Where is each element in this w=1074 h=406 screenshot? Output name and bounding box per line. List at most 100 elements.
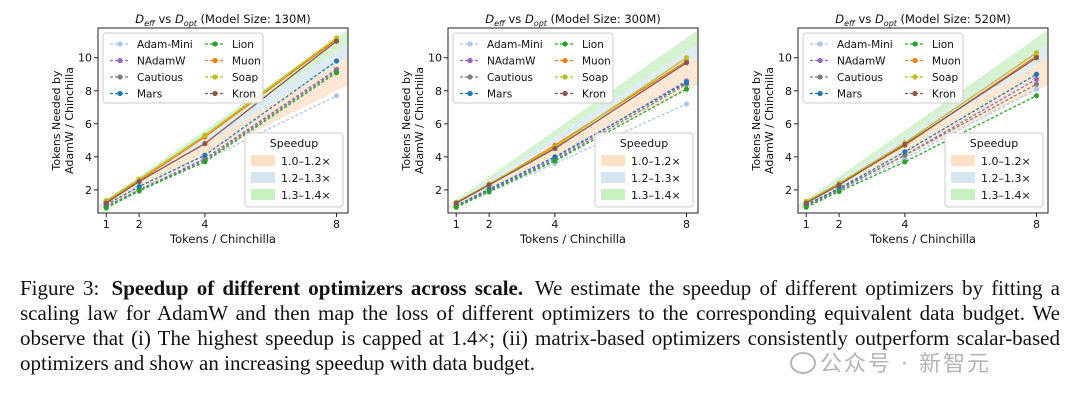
legend-marker-soap	[562, 74, 568, 80]
speedup-band-2	[448, 43, 698, 209]
legend-label-nadamw: NAdamW	[837, 56, 886, 68]
data-point-kron-1	[453, 200, 459, 206]
speedup-legend-swatch-3	[601, 189, 625, 200]
data-point-lion-4	[552, 158, 558, 164]
data-point-lion-8	[683, 86, 690, 92]
chart-panel-1: 1 2 4 8 2 4 6 8 10 Deff vs Dopt (Model Size: 130M…	[50, 12, 349, 246]
title-part: vs	[505, 12, 525, 26]
legend-label-mars: Mars	[137, 89, 162, 101]
legend-label-adam-mini: Adam-Mini	[837, 39, 893, 51]
series-line-muon	[105, 39, 337, 203]
series-legend: Adam-Mini NAdamW Cautious Mars Lion Muon Soap K…	[802, 32, 964, 104]
axes-frame	[97, 27, 349, 214]
y-axis-label: Tokens Needed byAdamW / Chinchilla	[50, 67, 76, 174]
data-point-adam-mini-8	[1033, 86, 1040, 92]
legend-marker-soap	[912, 74, 918, 80]
legend-label-cautious: Cautious	[487, 72, 533, 84]
legend-label-nadamw: NAdamW	[487, 56, 536, 68]
speedup-band-2	[798, 43, 1048, 209]
legend-label-mars: Mars	[837, 89, 862, 101]
watermark: 公众号 · 新智元	[790, 346, 991, 378]
data-point-kron-8	[1033, 55, 1040, 61]
caption-text: We estimate the speedup of different opt…	[20, 276, 1061, 375]
speedup-legend-title: Speedup	[620, 137, 668, 150]
speedup-legend-swatch-3	[251, 189, 275, 200]
y-tick-label: 2	[435, 184, 442, 197]
series-line-kron	[105, 40, 337, 204]
title-part: (Model Size: 300M)	[547, 12, 661, 26]
legend-marker-nadamw	[817, 57, 823, 64]
data-point-mars-4	[202, 152, 208, 158]
x-axis-label: Tokens / Chinchilla	[519, 232, 626, 246]
series-legend-box	[102, 32, 264, 104]
data-point-mars-8	[1033, 71, 1040, 77]
y-tick-label: 8	[435, 85, 442, 98]
data-point-kron-4	[552, 145, 558, 152]
title-part: opt	[184, 19, 198, 28]
speedup-legend-swatch-2	[601, 172, 625, 183]
title-part: opt	[884, 19, 898, 28]
chart-title: Deff vs Dopt (Model Size: 300M)	[485, 12, 660, 28]
legend-label-soap: Soap	[932, 72, 959, 84]
title-part: (Model Size: 520M)	[897, 12, 1011, 26]
y-tick-label: 10	[428, 52, 442, 65]
speedup-band-1	[98, 57, 348, 211]
legend-label-cautious: Cautious	[837, 72, 883, 84]
data-point-kron-8	[333, 38, 340, 44]
legend-label-soap: Soap	[232, 72, 259, 84]
y-axis-label: Tokens Needed byAdamW / Chinchilla	[750, 67, 776, 174]
x-tick-label: 2	[136, 218, 143, 231]
y-axis-label-line: Tokens Needed by	[50, 70, 63, 172]
speedup-legend-box	[244, 132, 344, 208]
data-point-kron-1	[803, 200, 809, 206]
legend-marker-mars	[467, 90, 473, 97]
data-point-lion-2	[136, 188, 142, 194]
x-tick-label: 2	[486, 218, 493, 231]
title-part: vs	[155, 12, 175, 26]
x-tick-label: 1	[103, 218, 110, 231]
y-tick-label: 8	[85, 85, 92, 98]
title-part: D	[135, 12, 144, 26]
data-point-adam-mini-8	[333, 93, 340, 99]
chart-panel-3: 1 2 4 8 2 4 6 8 10 Deff vs Dopt (Model Size: 520M…	[750, 12, 1049, 246]
legend-label-muon: Muon	[932, 56, 961, 68]
data-point-kron-2	[486, 182, 492, 188]
title-part: eff	[144, 19, 156, 28]
x-tick-label: 8	[1033, 218, 1040, 231]
legend-marker-soap	[212, 74, 218, 80]
legend-label-nadamw: NAdamW	[137, 56, 186, 68]
x-tick-label: 4	[901, 218, 908, 231]
series-group	[803, 50, 1040, 210]
series-line-adam-mini	[105, 95, 337, 208]
speedup-legend: Speedup 1.0–1.2× 1.2–1.3× 1.3–1.4×	[944, 132, 1044, 208]
speedup-legend-label-3: 1.3–1.4×	[631, 189, 681, 202]
series-legend: Adam-Mini NAdamW Cautious Mars Lion Muon Soap K…	[102, 32, 264, 104]
y-tick-label: 2	[785, 184, 792, 197]
legend-marker-muon	[212, 57, 218, 64]
legend-label-kron: Kron	[932, 89, 956, 101]
legend-label-muon: Muon	[232, 56, 261, 68]
legend-label-cautious: Cautious	[137, 72, 183, 84]
speedup-legend-swatch-1	[251, 155, 275, 166]
series-group	[103, 35, 340, 211]
series-line-kron	[805, 57, 1037, 204]
series-legend-box	[452, 32, 614, 104]
axes-frame	[797, 27, 1049, 214]
watermark-text: 公众号 · 新智元	[820, 352, 991, 377]
speedup-legend-label-1: 1.0–1.2×	[631, 155, 681, 168]
series-line-cautious	[805, 83, 1037, 207]
speedup-legend-label-2: 1.2–1.3×	[281, 172, 331, 185]
speedup-band-3	[448, 29, 698, 207]
legend-marker-kron	[912, 90, 918, 97]
data-point-lion-2	[836, 188, 842, 195]
x-tick-label: 2	[836, 218, 843, 231]
y-tick-label: 4	[435, 151, 442, 164]
y-axis-label: Tokens Needed byAdamW / Chinchilla	[400, 67, 426, 174]
y-axis-label-line: AdamW / Chinchilla	[63, 67, 76, 174]
legend-marker-kron	[212, 90, 218, 97]
series-line-mars	[455, 81, 687, 207]
figure-caption: Figure 3: Speedup of different optimizer…	[20, 276, 1060, 376]
data-point-mars-8	[333, 58, 340, 64]
speedup-legend-label-1: 1.0–1.2×	[981, 155, 1031, 168]
chart-title: Deff vs Dopt (Model Size: 130M)	[135, 12, 310, 28]
